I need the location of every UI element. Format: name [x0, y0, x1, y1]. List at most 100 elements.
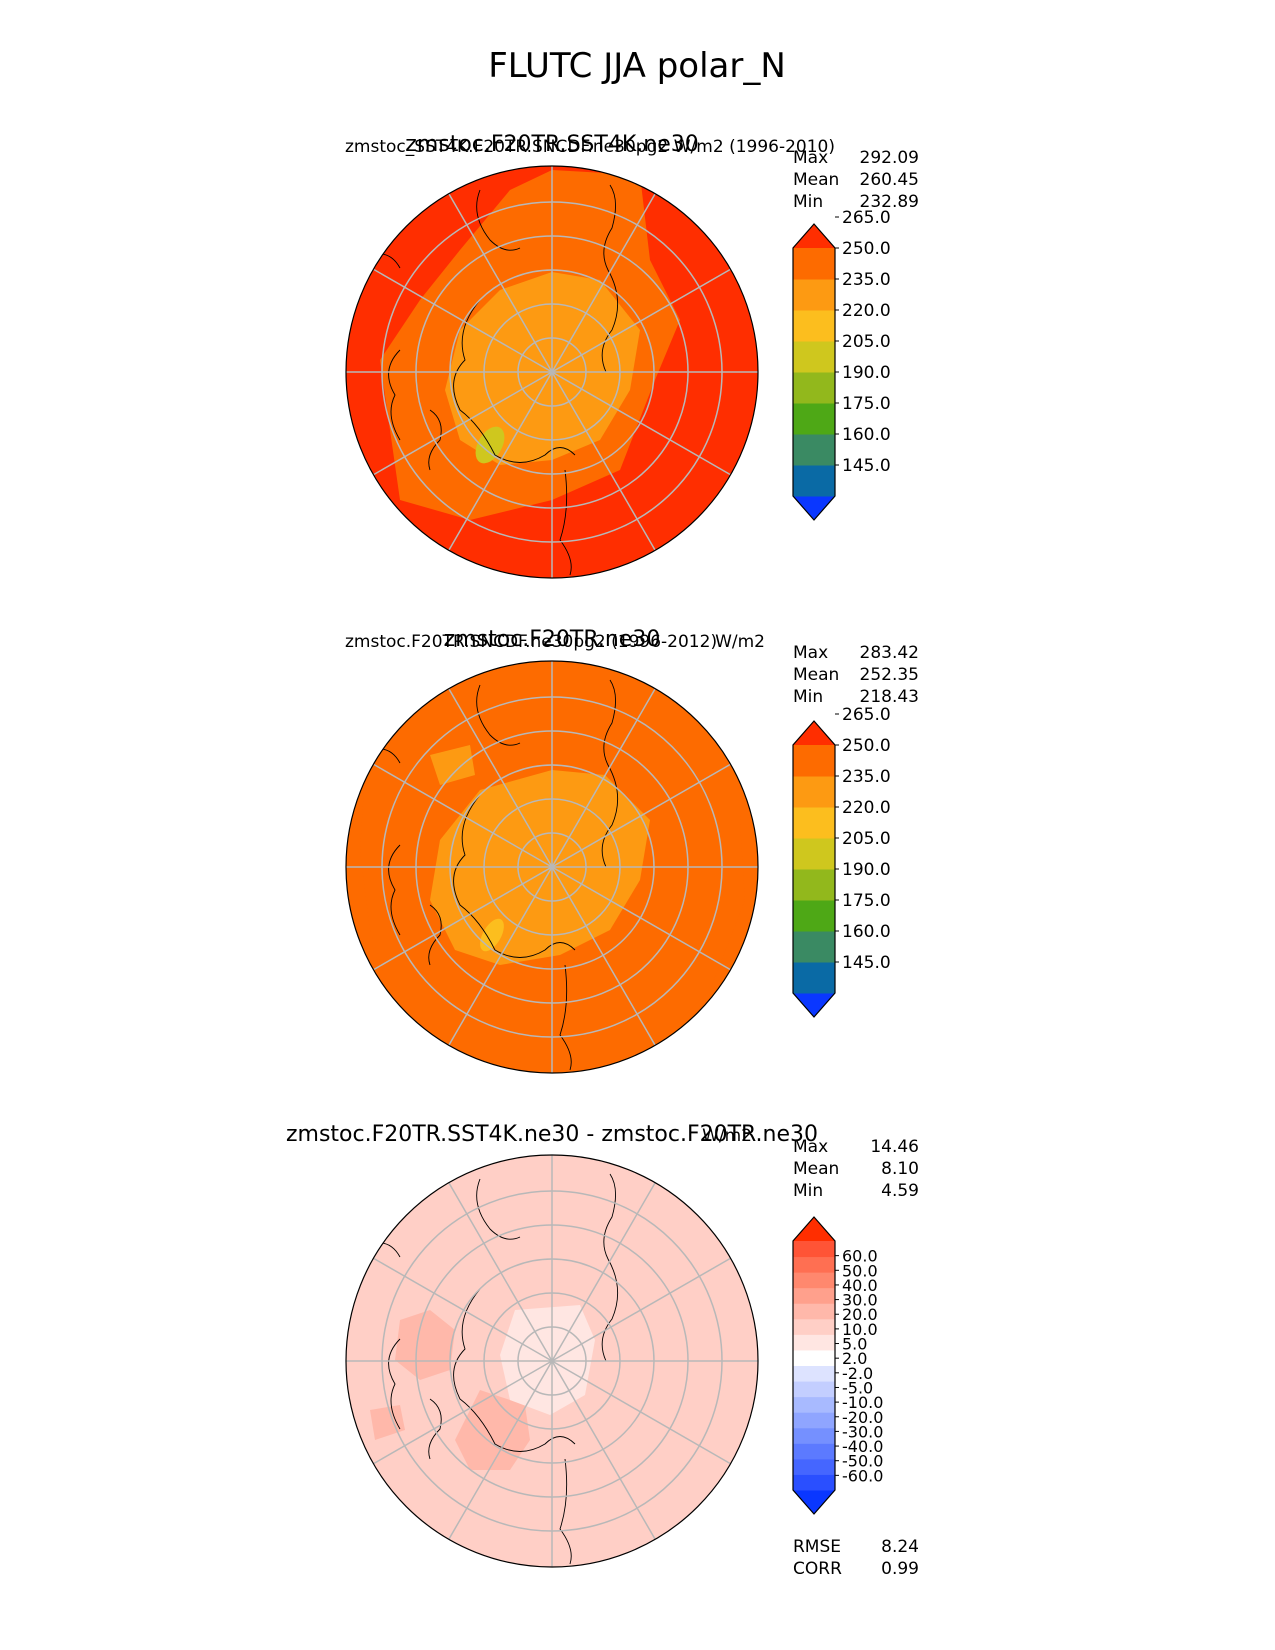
colorbar-tick-label: 190.0 [842, 363, 891, 383]
colorbar-extend-max [793, 721, 835, 745]
stats-block: Max 283.42 Mean 252.35 Min 218.43 [793, 643, 919, 707]
field-inner [445, 272, 640, 465]
panel-title-left: zmstoc_SST4K.F20TR.SNCDF.ne30pg2 [345, 137, 668, 157]
coastlines [371, 184, 619, 576]
colorbar-tick-label: -10.0 [842, 1393, 883, 1412]
colorbar-segment [793, 1334, 835, 1351]
metric-value-corr: 0.99 [881, 1559, 919, 1579]
graticule [346, 166, 758, 578]
panel-title-center: zmstoc.F20TR.SST4K.ne30 [405, 132, 698, 157]
figure-title: FLUTC JJA polar_N [488, 46, 786, 86]
colorbar-extend-min [793, 993, 835, 1017]
colorbar-tick-label: 220.0 [842, 798, 891, 818]
colorbar-extend-min [793, 496, 835, 520]
colorbar-tick-label: 235.0 [842, 767, 891, 787]
stat-value-mean: 252.35 [860, 665, 919, 685]
colorbar-tick-label: 10.0 [842, 1320, 878, 1339]
colorbar-segment [793, 1427, 835, 1444]
metric-label-corr: CORR [793, 1559, 842, 1579]
panel-title-right: W/m2 [715, 632, 765, 652]
stat-label-max: Max [793, 1137, 828, 1157]
colorbar-tick-label: 30.0 [842, 1291, 878, 1310]
colorbar-segment [793, 341, 835, 373]
map-boundary [345, 660, 759, 1074]
stat-label-mean: Mean [793, 1159, 839, 1179]
colorbar-segment [793, 1474, 835, 1491]
colorbar-segment [793, 465, 835, 497]
metric-label-rmse: RMSE [793, 1537, 841, 1557]
field-middle [395, 1310, 455, 1380]
panel-difference: zmstoc.F20TR.SST4K.ne30 - zmstoc.F20TR.n… [286, 1122, 919, 1579]
colorbar-segment [793, 1443, 835, 1460]
stat-label-mean: Mean [793, 170, 839, 190]
colorbar-segment [793, 248, 835, 280]
panel-title-left: zmstoc.F20TR.SNCDF.ne30pg2 (1996-2012) [345, 632, 717, 652]
colorbar-segment [793, 279, 835, 311]
graticule [346, 661, 758, 1073]
stat-value-min: 218.43 [860, 687, 919, 707]
colorbar-tick-label: 220.0 [842, 301, 891, 321]
field-spot [480, 918, 504, 952]
colorbar-segment [793, 1287, 835, 1304]
colorbar-segment [793, 1318, 835, 1335]
polar-map-difference [346, 1155, 758, 1567]
panel-title-right: W/m2 [702, 1126, 752, 1146]
colorbar-tick-label: 250.0 [842, 239, 891, 259]
colorbar-tick-label: 265.0 [842, 208, 891, 228]
colorbar-tick-label: 265.0 [842, 705, 891, 725]
colorbar-tick-label: 190.0 [842, 860, 891, 880]
colorbar-segment [793, 434, 835, 466]
colorbar-tick-label: -40.0 [842, 1437, 883, 1456]
panel-test: zmstoc_SST4K.F20TR.SNCDF.ne30pg2 zmstoc.… [345, 132, 919, 579]
colorbar-difference: -60.0-50.0-40.0-30.0-20.0-10.0-5.0-2.02.… [792, 1216, 883, 1515]
panel-reference: zmstoc.F20TR.SNCDF.ne30pg2 (1996-2012) z… [345, 627, 919, 1074]
colorbar-tick-label: 2.0 [842, 1349, 867, 1368]
colorbar-segment [793, 1458, 835, 1475]
stat-label-min: Min [793, 687, 823, 707]
polar-map-reference [346, 661, 758, 1073]
colorbar-tick-label: 160.0 [842, 922, 891, 942]
map-boundary [345, 165, 759, 579]
colorbar-tick-label: 160.0 [842, 425, 891, 445]
colorbar-tick-label: 20.0 [842, 1305, 878, 1324]
colorbar-segment [793, 1396, 835, 1413]
colorbar-segment [793, 1303, 835, 1320]
colorbar-segment [793, 310, 835, 342]
graticule [346, 1155, 758, 1567]
stats-block: Max 292.09 Mean 260.45 Min 232.89 [793, 148, 919, 212]
stat-value-min: 4.59 [881, 1181, 919, 1201]
colorbar-segment [793, 807, 835, 839]
colorbar-extend-min [793, 1490, 835, 1514]
stat-label-max: Max [793, 148, 828, 168]
stat-label-max: Max [793, 643, 828, 663]
colorbar-tick-label: 145.0 [842, 456, 891, 476]
stat-value-min: 232.89 [860, 192, 919, 212]
colorbar-segment [793, 1365, 835, 1382]
colorbar-tick-label: 235.0 [842, 270, 891, 290]
stat-label-min: Min [793, 1181, 823, 1201]
colorbar-segment [793, 900, 835, 932]
colorbar-extend-max [793, 224, 835, 248]
metrics-block: RMSE 8.24 CORR 0.99 [793, 1537, 919, 1579]
colorbar-segment [793, 838, 835, 870]
colorbar-reference: 145.0 160.0 175.0 190.0 205.0 220.0 235.0 250.0… [792, 705, 891, 1018]
polar-map-test [346, 166, 758, 578]
colorbar-segment [793, 962, 835, 994]
colorbar-segment [793, 1381, 835, 1398]
stat-value-max: 292.09 [860, 148, 919, 168]
colorbar-tick-label: 145.0 [842, 953, 891, 973]
colorbar-segment [793, 745, 835, 777]
field-inner-2 [430, 745, 475, 785]
panel-title-center: zmstoc.F20TR.SST4K.ne30 - zmstoc.F20TR.n… [286, 1122, 818, 1147]
map-boundary [345, 1154, 759, 1568]
colorbar-tick-label: -30.0 [842, 1422, 883, 1441]
stat-label-min: Min [793, 192, 823, 212]
stat-value-mean: 8.10 [881, 1159, 919, 1179]
panel-title-right: W/m2 (1996-2010) [674, 137, 835, 157]
field-middle-2 [455, 1390, 530, 1470]
colorbar-extend-max [793, 1217, 835, 1241]
stat-value-max: 283.42 [860, 643, 919, 663]
colorbar-segment [793, 1272, 835, 1289]
colorbar-segment [793, 869, 835, 901]
